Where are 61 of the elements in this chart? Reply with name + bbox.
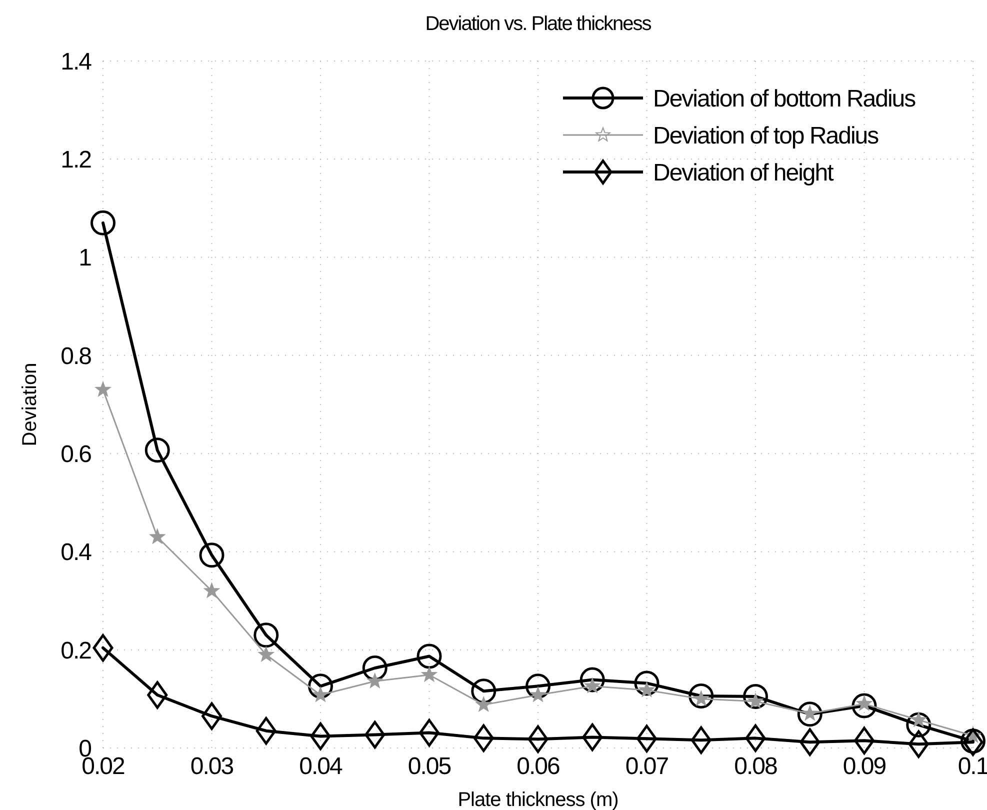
point bbox=[92, 634, 114, 662]
x-tick-label: 0.04 bbox=[299, 753, 343, 780]
point bbox=[144, 438, 170, 463]
point bbox=[150, 529, 165, 544]
point bbox=[526, 674, 550, 699]
point bbox=[530, 687, 546, 702]
point bbox=[258, 646, 274, 662]
y-tick-label: 1.2 bbox=[60, 146, 92, 174]
point bbox=[688, 683, 714, 708]
point bbox=[473, 724, 494, 752]
point bbox=[908, 730, 929, 758]
y-tick-label: 0.2 bbox=[60, 637, 92, 664]
point bbox=[743, 684, 768, 709]
point bbox=[416, 644, 442, 669]
point bbox=[634, 670, 660, 696]
point bbox=[204, 583, 220, 598]
chart-title: Deviation vs. Plate thickness bbox=[425, 13, 652, 35]
legend-label: Deviation of height bbox=[653, 159, 834, 186]
point bbox=[580, 667, 605, 692]
point bbox=[422, 667, 437, 682]
point bbox=[854, 726, 874, 754]
x-tick-label: 0.03 bbox=[190, 753, 234, 780]
legend-label: Deviation of top Radius bbox=[653, 122, 880, 150]
x-tick-label: 0.08 bbox=[734, 753, 778, 780]
point bbox=[800, 728, 820, 756]
x-tick-label: 0.09 bbox=[842, 753, 886, 780]
point bbox=[199, 542, 224, 568]
y-tick-label: 0.8 bbox=[60, 342, 92, 370]
y-axis-title: Deviation bbox=[19, 362, 41, 446]
point bbox=[528, 725, 548, 754]
y-tick-label: 1 bbox=[78, 244, 92, 272]
point bbox=[745, 724, 766, 752]
point bbox=[254, 622, 279, 648]
x-tick-label: 0.07 bbox=[625, 753, 669, 780]
y-tick-label: 0.4 bbox=[60, 539, 92, 566]
point bbox=[471, 678, 496, 704]
y-tick-label: 1.4 bbox=[60, 48, 92, 76]
x-tick-label: 0.06 bbox=[516, 753, 560, 780]
point bbox=[419, 718, 440, 747]
point bbox=[364, 720, 386, 749]
point bbox=[797, 702, 822, 727]
x-tick-label: 0.05 bbox=[408, 753, 452, 780]
point bbox=[96, 382, 110, 396]
y-tick-label: 0.6 bbox=[60, 440, 92, 468]
point bbox=[202, 702, 222, 730]
point bbox=[582, 723, 603, 752]
point bbox=[476, 697, 492, 712]
point bbox=[256, 716, 276, 745]
point bbox=[367, 673, 382, 688]
point bbox=[308, 674, 333, 699]
point bbox=[90, 210, 116, 236]
point bbox=[636, 724, 657, 753]
point bbox=[313, 687, 328, 702]
point bbox=[906, 712, 932, 738]
point bbox=[852, 693, 877, 718]
legend-label: Deviation of bottom Radius bbox=[653, 85, 916, 112]
point bbox=[690, 726, 712, 754]
point bbox=[310, 722, 331, 750]
x-tick-label: 0.1 bbox=[958, 753, 987, 780]
point bbox=[147, 681, 168, 709]
x-axis-title: Plate thickness (m) bbox=[458, 789, 618, 810]
